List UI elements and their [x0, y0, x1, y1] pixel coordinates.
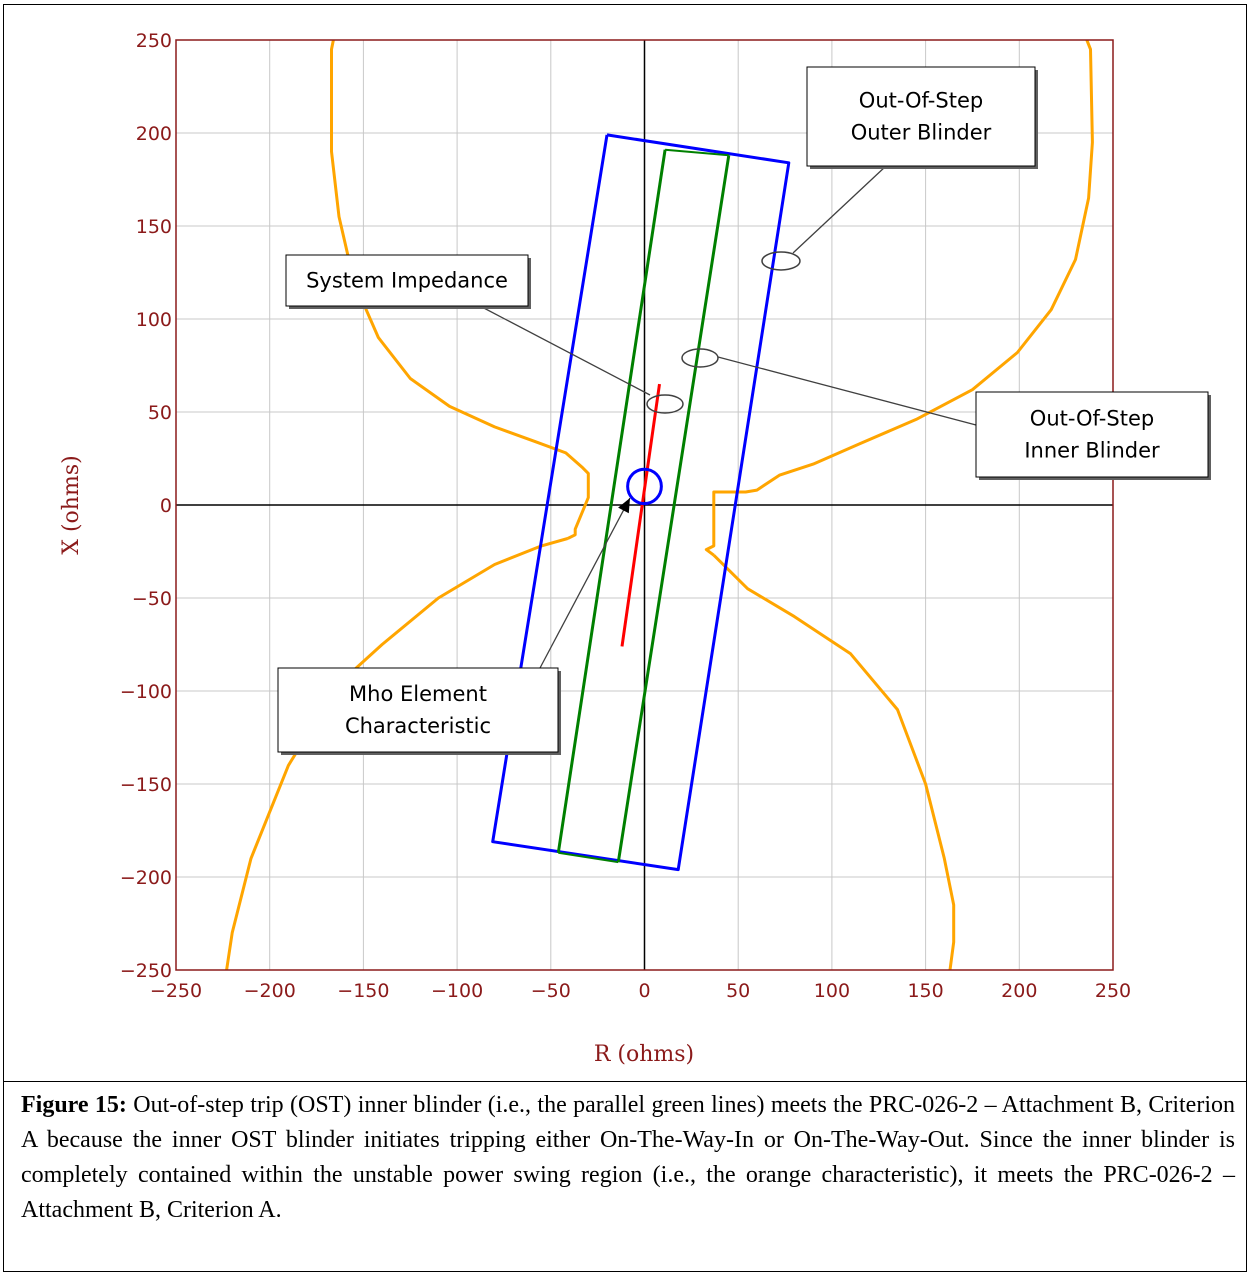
y-tick-label: 200 — [136, 123, 172, 145]
annotation-system: System Impedance — [285, 254, 684, 414]
x-tick-label: −250 — [150, 980, 202, 1002]
annotation-text: Characteristic — [345, 714, 491, 738]
plot-border — [175, 39, 1114, 971]
y-tick-label: −200 — [120, 867, 172, 889]
annotation-text: Mho Element — [349, 682, 487, 706]
series-inner-blinder-bottom-edge — [558, 851, 619, 864]
annotation-text: Outer Blinder — [851, 121, 992, 145]
annotation-text: Out-Of-Step — [1030, 407, 1154, 431]
y-tick-label: −50 — [132, 588, 172, 610]
caption-divider — [3, 1081, 1247, 1082]
x-tick-label: 200 — [1001, 980, 1037, 1002]
x-tick-label: −200 — [244, 980, 296, 1002]
y-tick-label: −150 — [120, 774, 172, 796]
x-tick-label: 100 — [814, 980, 850, 1002]
y-tick-label: 50 — [148, 402, 172, 424]
figure-caption: Figure 15: Out-of-step trip (OST) inner … — [21, 1088, 1235, 1228]
y-axis-label: X (ohms) — [59, 455, 84, 554]
series-unstable-lower-left — [225, 537, 569, 970]
y-tick-label: 0 — [160, 495, 172, 517]
series-layer — [225, 40, 1094, 970]
x-tick-label: −150 — [337, 980, 389, 1002]
annotation-box — [285, 254, 529, 307]
impedance-chart: −250 −200 −150 −100 −50 0 50 100 150 200 250 250 200… — [59, 30, 1211, 1067]
x-tick-label: 250 — [1095, 980, 1131, 1002]
annotation-box — [277, 667, 559, 753]
annotation-mho: Mho Element Characteristic — [277, 497, 631, 755]
y-tick-label: −100 — [120, 681, 172, 703]
tick-labels: −250 −200 −150 −100 −50 0 50 100 150 200 250 250 200… — [120, 30, 1131, 1002]
caption-text: Out-of-step trip (OST) inner blinder (i.… — [21, 1092, 1235, 1223]
x-tick-label: −100 — [431, 980, 483, 1002]
series-unstable-upper — [330, 40, 590, 540]
series-inner-blinder-right — [616, 155, 731, 863]
annotation-leader-line — [539, 497, 631, 669]
x-axis-label: R (ohms) — [594, 1042, 694, 1067]
annotation-marker-ellipse — [761, 251, 801, 271]
annotation-leader-line — [717, 356, 977, 426]
annotation-box — [975, 391, 1209, 478]
annotation-text: System Impedance — [306, 269, 508, 293]
series-inner-blinder-top-edge — [665, 148, 729, 157]
y-tick-label: 100 — [136, 309, 172, 331]
annotation-marker-ellipse — [681, 348, 719, 368]
mho-circle — [626, 467, 663, 506]
annotation-box — [806, 66, 1036, 167]
annotation-marker-ellipse — [646, 394, 684, 414]
x-tick-label: 0 — [638, 980, 650, 1002]
y-tick-label: 250 — [136, 30, 172, 52]
x-tick-label: 50 — [726, 980, 750, 1002]
annotation-outer: Out-Of-Step Outer Blinder — [761, 66, 1038, 271]
annotation-inner: Out-Of-Step Inner Blinder — [681, 348, 1211, 480]
series-system-impedance — [620, 383, 661, 647]
caption-label: Figure 15: — [21, 1092, 127, 1118]
figure-frame — [3, 4, 1247, 1272]
series-outer-blinder — [491, 133, 791, 872]
x-tick-label: −50 — [531, 980, 571, 1002]
series-inner-blinder-left — [556, 149, 667, 854]
annotation-text: Inner Blinder — [1024, 439, 1160, 463]
y-tick-label: 150 — [136, 216, 172, 238]
annotation-arrowhead — [618, 498, 630, 514]
x-tick-label: 150 — [907, 980, 943, 1002]
annotations: Out-Of-Step Outer Blinder System Impedance… — [277, 66, 1211, 755]
annotation-text: Out-Of-Step — [859, 89, 983, 113]
annotation-leader-line — [792, 165, 887, 254]
y-tick-label: −250 — [120, 960, 172, 982]
annotation-leader-line — [479, 305, 651, 396]
series-unstable-upper-right — [704, 40, 1094, 557]
series-unstable-lower-right — [712, 554, 956, 970]
